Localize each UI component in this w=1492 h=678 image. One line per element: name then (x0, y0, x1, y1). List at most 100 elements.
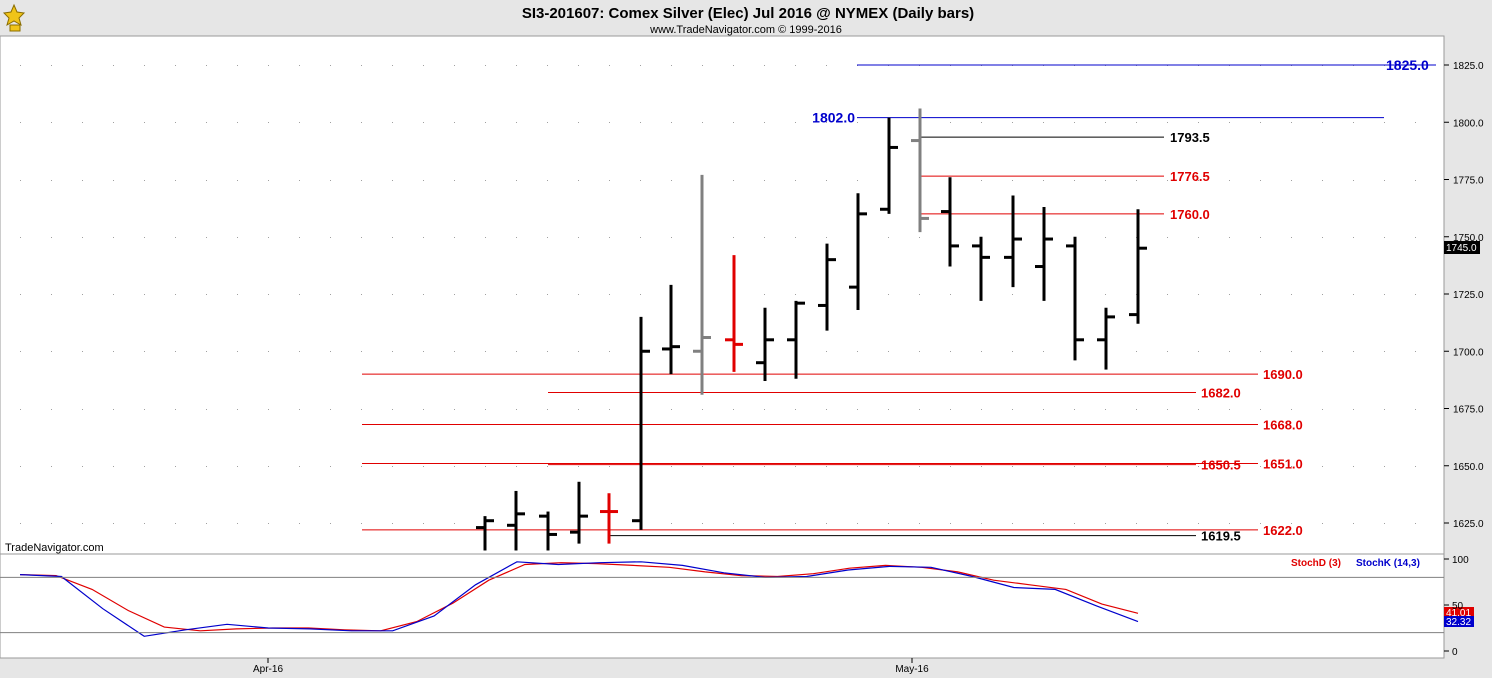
grid-dot (671, 409, 672, 410)
stoch-last-value-label: 41.01 (1446, 608, 1471, 619)
grid-dot (1012, 180, 1013, 181)
grid-dot (1043, 351, 1044, 352)
grid-dot (1415, 409, 1416, 410)
grid-dot (206, 294, 207, 295)
grid-dot (51, 65, 52, 66)
grid-dot (1260, 180, 1261, 181)
grid-dot (1136, 466, 1137, 467)
grid-dot (1353, 351, 1354, 352)
grid-dot (1415, 180, 1416, 181)
grid-dot (671, 180, 672, 181)
grid-dot (1353, 180, 1354, 181)
grid-dot (144, 351, 145, 352)
grid-dot (1043, 523, 1044, 524)
level-label: 1802.0 (812, 110, 855, 126)
grid-dot (640, 180, 641, 181)
grid-dot (485, 294, 486, 295)
grid-dot (1384, 237, 1385, 238)
grid-dot (888, 466, 889, 467)
grid-dot (237, 294, 238, 295)
grid-dot (795, 237, 796, 238)
stoch-legend-label: StochD (3) (1291, 558, 1341, 569)
grid-dot (1012, 294, 1013, 295)
grid-dot (1322, 351, 1323, 352)
price-axis-label: 1625.0 (1453, 519, 1484, 530)
grid-dot (516, 237, 517, 238)
grid-dot (361, 180, 362, 181)
grid-dot (1043, 466, 1044, 467)
price-bars (476, 108, 1147, 551)
grid-dot (795, 466, 796, 467)
grid-dot (1105, 523, 1106, 524)
grid-dot (1167, 523, 1168, 524)
grid-dot (1043, 409, 1044, 410)
date-axis-label: May-16 (895, 664, 929, 675)
grid-dot (268, 409, 269, 410)
grid-dot (20, 65, 21, 66)
grid-dot (1415, 351, 1416, 352)
grid-dot (113, 409, 114, 410)
grid-dot (795, 122, 796, 123)
grid-dot (206, 409, 207, 410)
grid-dot (826, 351, 827, 352)
grid-dot (1415, 122, 1416, 123)
grid-dot (175, 409, 176, 410)
grid-dot (516, 122, 517, 123)
grid-dot (1167, 237, 1168, 238)
grid-dot (144, 294, 145, 295)
grid-dot (1198, 466, 1199, 467)
level-label: 1690.0 (1263, 367, 1303, 382)
grid-dot (702, 65, 703, 66)
grid-dot (299, 351, 300, 352)
grid-dot (82, 351, 83, 352)
grid-dot (175, 65, 176, 66)
grid-dot (1322, 523, 1323, 524)
grid-dot (950, 122, 951, 123)
grid-dot (516, 466, 517, 467)
grid-dot (330, 523, 331, 524)
grid-dot (1229, 351, 1230, 352)
grid-dot (206, 180, 207, 181)
grid-dot (392, 523, 393, 524)
grid-dot (113, 523, 114, 524)
grid-dot (51, 237, 52, 238)
grid-dot (206, 237, 207, 238)
grid-dot (1229, 122, 1230, 123)
grid-dot (51, 409, 52, 410)
price-axis-label: 1800.0 (1453, 118, 1484, 129)
grid-dot (51, 180, 52, 181)
grid-dot (795, 294, 796, 295)
grid-dot (237, 237, 238, 238)
grid-dot (299, 409, 300, 410)
level-label: 1650.5 (1201, 458, 1241, 473)
grid-dot (1322, 122, 1323, 123)
grid-dot (268, 180, 269, 181)
price-panel (0, 35, 1445, 555)
grid-dot (547, 237, 548, 238)
grid-dot (826, 466, 827, 467)
grid-dot (20, 523, 21, 524)
grid-dot (516, 351, 517, 352)
grid-dot (1105, 466, 1106, 467)
grid-dot (1291, 237, 1292, 238)
grid-dot (671, 466, 672, 467)
grid-dot (578, 65, 579, 66)
grid-dot (826, 409, 827, 410)
grid-dot (764, 65, 765, 66)
grid-dot (20, 237, 21, 238)
grid-dot (516, 409, 517, 410)
title-band (0, 0, 1492, 36)
stochastic-axis: 100 50 0 (0, 555, 1469, 658)
grid-dot (113, 122, 114, 123)
grid-dot (733, 122, 734, 123)
grid-dot (1105, 180, 1106, 181)
grid-dot (237, 65, 238, 66)
grid-dot (82, 294, 83, 295)
grid-dot (857, 409, 858, 410)
grid-dot (1012, 351, 1013, 352)
grid-dot (950, 294, 951, 295)
grid-dot (1353, 409, 1354, 410)
grid-dot (82, 466, 83, 467)
grid-dot (1260, 237, 1261, 238)
grid-dot (981, 523, 982, 524)
